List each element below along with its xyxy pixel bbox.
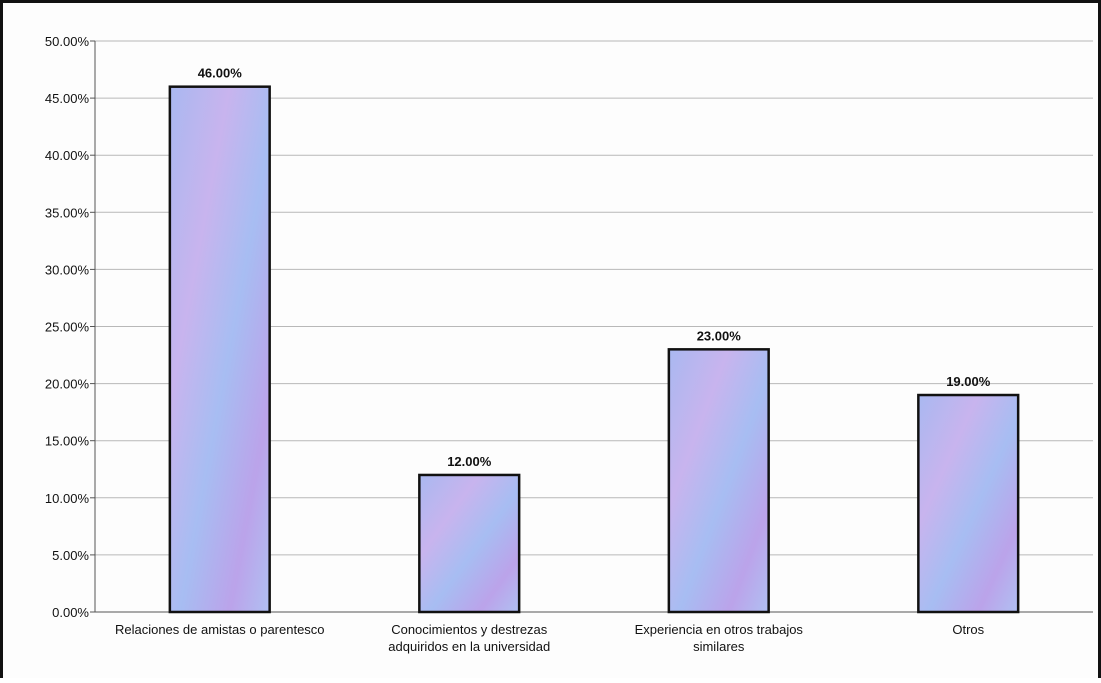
y-tick-label: 30.00% — [45, 262, 90, 277]
bar — [917, 393, 1020, 614]
data-label: 46.00% — [198, 66, 243, 81]
category-label: Conocimientos y destrezas adquiridos en l… — [388, 622, 550, 654]
data-label: 23.00% — [697, 328, 742, 343]
bar — [168, 85, 271, 614]
bar — [667, 348, 770, 614]
bars — [168, 85, 1020, 614]
axes — [90, 40, 96, 613]
y-tick-label: 20.00% — [45, 377, 90, 392]
bar — [418, 473, 521, 614]
data-label: 12.00% — [447, 454, 492, 469]
y-tick-label: 10.00% — [45, 491, 90, 506]
y-tick-label: 50.00% — [45, 34, 90, 49]
category-label: Relaciones de amistas o parentesco — [115, 622, 325, 637]
y-tick-label: 45.00% — [45, 91, 90, 106]
y-tick-label: 35.00% — [45, 205, 90, 220]
category-label: Otros — [952, 622, 984, 637]
y-tick-label: 5.00% — [52, 548, 89, 563]
category-label: Experiencia en otros trabajos similares — [635, 622, 804, 654]
y-tick-label: 40.00% — [45, 148, 90, 163]
y-tick-label: 0.00% — [52, 605, 89, 620]
y-tick-label: 25.00% — [45, 320, 90, 335]
labels: 0.00% 5.00% 10.00% 15.00% 20.00% 25.00% 30.00%… — [45, 34, 991, 654]
data-label: 19.00% — [946, 374, 991, 389]
bar-chart: 0.00% 5.00% 10.00% 15.00% 20.00% 25.00% 30.00%… — [45, 34, 1093, 654]
y-tick-label: 15.00% — [45, 434, 90, 449]
